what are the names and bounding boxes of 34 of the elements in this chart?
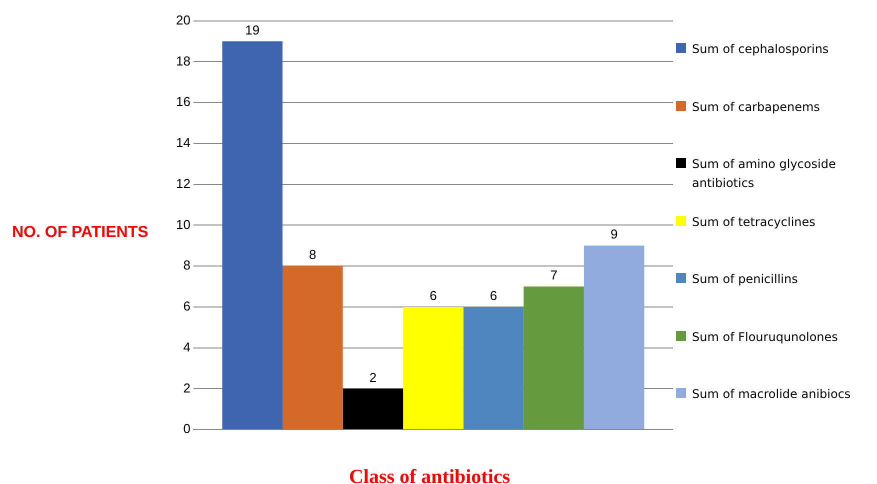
data-label: 6	[430, 288, 437, 304]
y-tick-label: 2	[183, 380, 190, 396]
y-tick-label: 16	[176, 94, 190, 110]
bar	[584, 246, 644, 430]
bar	[342, 388, 404, 430]
y-tick-label: 0	[183, 421, 190, 436]
y-tick-label: 18	[176, 53, 190, 68]
bar	[282, 266, 343, 430]
data-label: 19	[245, 22, 260, 38]
y-tick-label: 8	[183, 258, 190, 273]
bar	[524, 286, 584, 430]
y-tick-label: 14	[176, 135, 190, 150]
data-label: 7	[550, 268, 558, 283]
legend-label: Sum of carbapenems	[692, 98, 820, 116]
bar	[403, 306, 464, 430]
y-tick-label: 20	[176, 12, 190, 28]
x-axis-title: Class of antibiotics	[348, 466, 512, 484]
data-label: 6	[490, 288, 498, 304]
bar	[463, 306, 524, 430]
legend-label: Sum of cephalosporins	[692, 41, 829, 58]
y-axis-title: NO. OF PATIENTS	[12, 224, 148, 242]
legend-label: Sum of tetracyclines	[692, 214, 816, 230]
y-tick-label: 10	[176, 216, 190, 232]
legend-label: Sum of penicillins	[692, 271, 798, 288]
legend-label: Sum of amino glycoside antibiotics	[692, 156, 837, 192]
legend-label: Sum of Flouruqunolones	[692, 328, 838, 346]
y-tick-label: 4	[183, 339, 190, 354]
legend-label: Sum of macrolide anibiocs	[692, 386, 851, 403]
bar	[222, 41, 283, 430]
data-label: 9	[610, 226, 618, 242]
data-label: 2	[369, 370, 377, 385]
y-tick-label: 6	[183, 298, 190, 314]
data-label: 8	[309, 247, 316, 262]
y-tick-label: 12	[176, 176, 190, 191]
